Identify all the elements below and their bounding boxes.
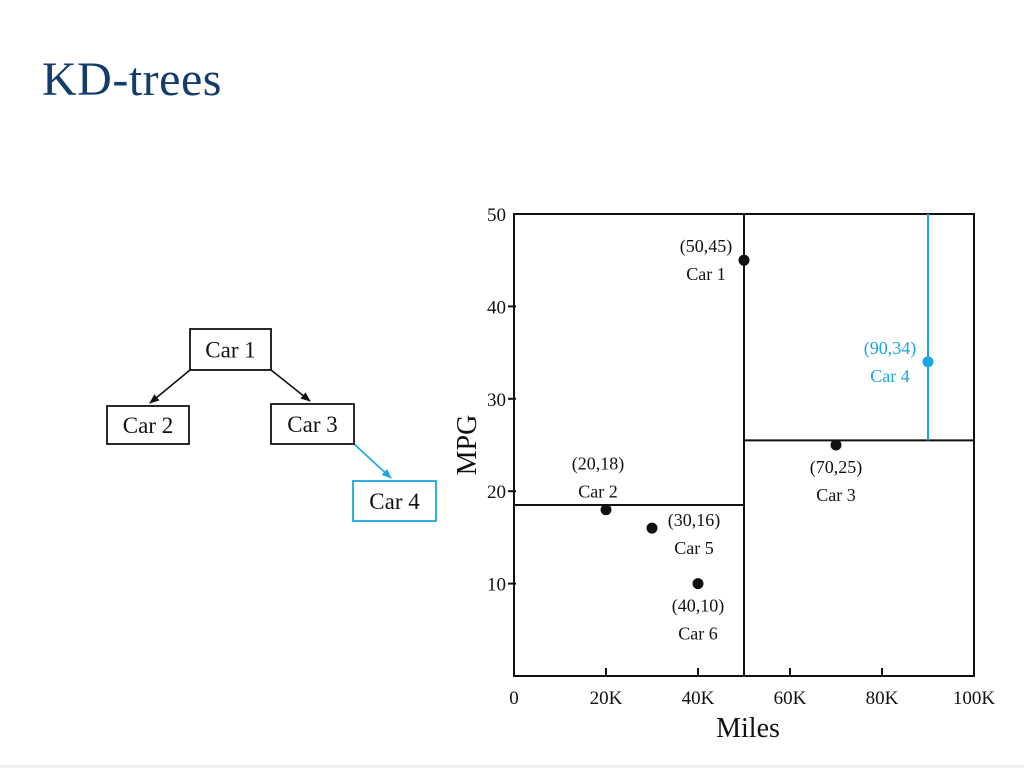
- point-name-label: Car 5: [674, 538, 714, 558]
- data-point: [922, 356, 934, 368]
- x-tick-label: 0: [509, 688, 519, 709]
- tree-node-label: Car 2: [123, 413, 173, 438]
- x-tick-label: 60K: [774, 688, 807, 709]
- y-tick-label: 10: [487, 575, 506, 596]
- x-axis-title: Miles: [716, 713, 780, 744]
- page-title: KD-trees: [42, 53, 222, 106]
- point-name-label: Car 4: [870, 366, 910, 386]
- data-point: [600, 504, 612, 516]
- tree-edge-car3-car4: [353, 443, 392, 479]
- point-name-label: Car 3: [816, 485, 856, 505]
- tree-edge-car1-car2: [149, 369, 191, 404]
- point-coord-label: (20,18): [572, 454, 625, 475]
- x-tick-label: 40K: [682, 688, 715, 709]
- point-name-label: Car 2: [578, 482, 618, 502]
- data-point: [646, 522, 658, 534]
- data-point: [692, 578, 704, 590]
- kd-tree-diagram: Car 1 Car 2 Car 3 Car 4: [106, 328, 437, 522]
- data-point: [830, 439, 842, 451]
- y-tick-label: 20: [487, 482, 506, 503]
- y-tick-label: 40: [487, 297, 506, 318]
- point-coord-label: (40,10): [672, 596, 725, 617]
- tree-node-label: Car 3: [287, 412, 337, 437]
- point-name-label: Car 6: [678, 624, 718, 644]
- scatter-chart: 0 20K 40K 60K 80K 100K 10 20 30 40 50 Miles MPG (50,4…: [452, 205, 995, 744]
- y-tick-label: 30: [487, 390, 506, 411]
- tree-node-car1: Car 1: [189, 328, 272, 371]
- tree-node-label: Car 1: [205, 338, 255, 363]
- x-tick-label: 20K: [590, 688, 623, 709]
- point-coord-label: (70,25): [810, 457, 863, 478]
- tree-edge-car1-car3: [270, 369, 311, 402]
- tree-node-car3: Car 3: [270, 403, 355, 445]
- y-tick-label: 50: [487, 205, 506, 226]
- tree-node-car2: Car 2: [106, 405, 190, 445]
- x-tick-label: 80K: [866, 688, 899, 709]
- point-coord-label: (90,34): [864, 338, 917, 359]
- tree-node-label: Car 4: [369, 489, 420, 514]
- footer-divider: [0, 765, 1024, 768]
- point-name-label: Car 1: [686, 264, 726, 284]
- point-coord-label: (30,16): [668, 510, 721, 531]
- point-coord-label: (50,45): [680, 236, 733, 257]
- y-axis-title: MPG: [452, 415, 483, 476]
- tree-node-car4: Car 4: [352, 480, 437, 522]
- data-point: [738, 254, 750, 266]
- x-tick-label: 100K: [953, 688, 996, 709]
